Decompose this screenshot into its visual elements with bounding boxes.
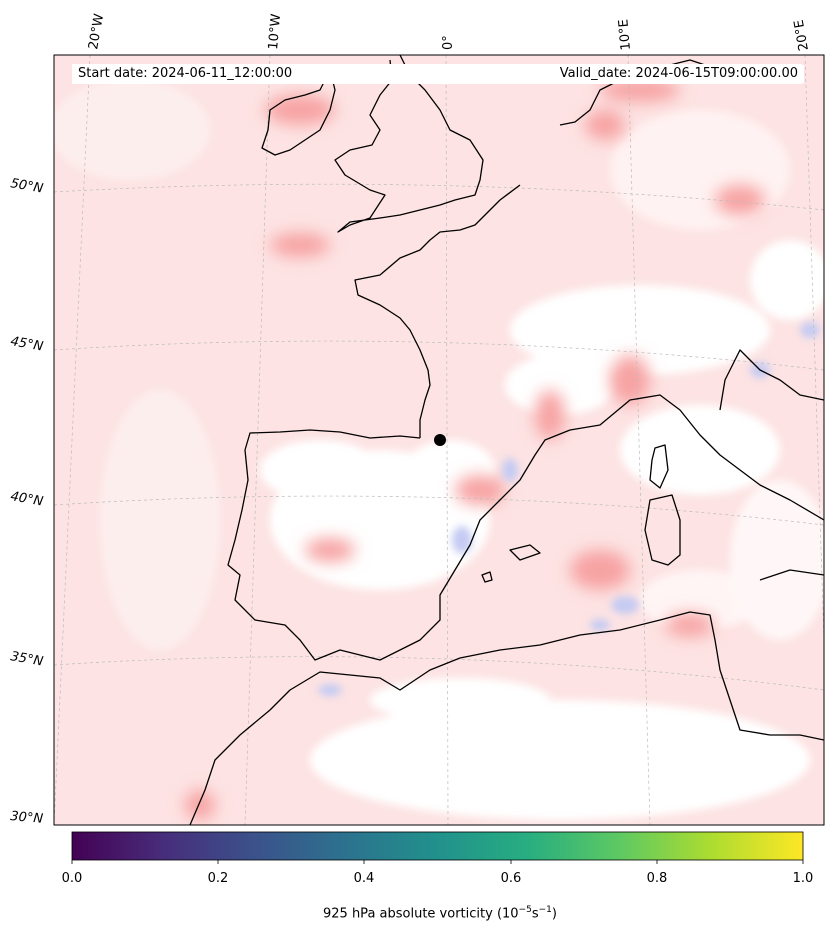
colorbar-label-main: 925 hPa absolute vorticity (10 xyxy=(323,906,519,922)
lon-label-20w: 20°W xyxy=(86,13,107,51)
colorbar-tick-3: 0.6 xyxy=(501,871,522,886)
colorbar-label-mid: s xyxy=(531,906,539,922)
colorbar-label-exp1: −5 xyxy=(518,905,532,915)
sicily-coast xyxy=(759,569,824,581)
colorbar-tick-0: 0.0 xyxy=(62,871,83,886)
colorbar-ticks xyxy=(71,860,804,864)
longitude-labels: 20°W 10°W 0° 10°E 20°E xyxy=(86,13,812,52)
negative-vorticity-spots xyxy=(318,322,820,696)
colorbar-tick-1: 0.2 xyxy=(208,871,229,886)
lat-label-45n: 45°N xyxy=(9,334,44,355)
lon-label-10e: 10°E xyxy=(616,19,634,51)
lat-label-50n: 50°N xyxy=(9,176,44,197)
colorbar-tick-2: 0.4 xyxy=(354,871,375,886)
location-marker xyxy=(434,434,446,446)
corsica-coast xyxy=(649,444,669,489)
north-sea-coast xyxy=(559,59,721,126)
italy-coast xyxy=(719,349,824,411)
lon-label-20e: 20°E xyxy=(792,19,812,52)
map-area xyxy=(54,55,824,825)
graticule xyxy=(54,55,824,825)
map-frame xyxy=(53,54,825,826)
lon-label-10w: 10°W xyxy=(266,13,284,50)
colorbar-label: 925 hPa absolute vorticity (10−5s−1) xyxy=(0,905,832,921)
colorbar-tick-5: 1.0 xyxy=(793,871,814,886)
coastlines xyxy=(189,55,824,825)
sardinia-coast xyxy=(644,494,681,566)
colorbar-label-end: ) xyxy=(551,906,557,922)
lat-label-40n: 40°N xyxy=(9,489,44,510)
colorbar-gradient xyxy=(71,831,804,861)
latitude-labels: 50°N 45°N 40°N 35°N 30°N xyxy=(9,176,44,827)
colorbar-tick-4: 0.8 xyxy=(647,871,668,886)
colorbar-label-exp2: −1 xyxy=(538,905,552,915)
iberia-coast xyxy=(227,394,824,661)
north-africa-coast xyxy=(189,611,824,825)
lat-label-35n: 35°N xyxy=(9,649,44,670)
colorbar: 0.0 0.2 0.4 0.6 0.8 1.0 xyxy=(62,831,814,886)
lat-label-30n: 30°N xyxy=(10,809,44,827)
ireland-coast xyxy=(261,69,336,156)
start-date-label: Start date: 2024-06-11_12:00:00 xyxy=(72,65,299,83)
great-britain-coast xyxy=(334,55,484,233)
lon-label-0: 0° xyxy=(441,35,456,50)
france-coast xyxy=(354,184,521,438)
ibiza-coast xyxy=(481,571,493,583)
valid-date-label: Valid_date: 2024-06-15T09:00:00.00 xyxy=(553,65,804,83)
balearic-coast xyxy=(509,544,541,561)
